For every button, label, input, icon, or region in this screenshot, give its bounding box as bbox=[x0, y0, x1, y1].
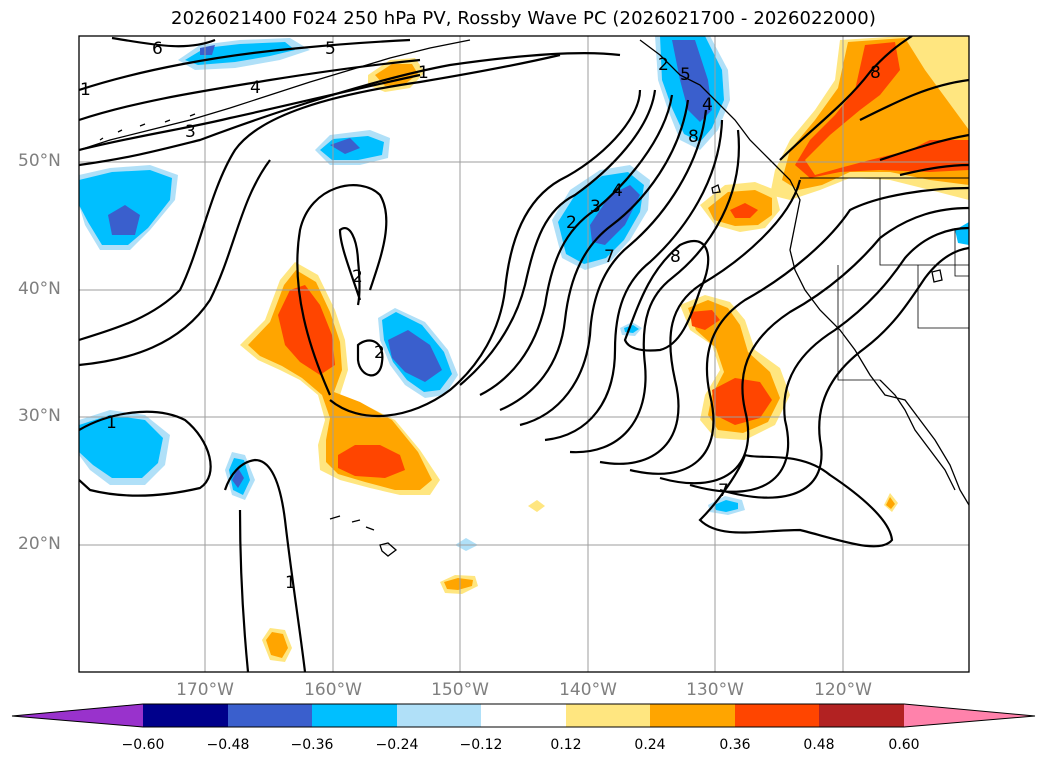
contour-label: 4 bbox=[612, 181, 623, 201]
lon-label: 130°W bbox=[686, 680, 744, 700]
coastlines bbox=[79, 39, 969, 557]
map-title: 2026021400 F024 250 hPa PV, Rossby Wave … bbox=[171, 8, 876, 29]
contour-label: 1 bbox=[418, 63, 429, 83]
lon-label: 120°W bbox=[814, 680, 872, 700]
contour-label: 2 bbox=[352, 267, 363, 287]
lat-label: 40°N bbox=[18, 279, 61, 299]
colorbar-segment bbox=[312, 704, 397, 727]
colorbar-segment bbox=[650, 704, 735, 727]
colorbar-tick-label: 0.48 bbox=[803, 737, 835, 753]
contour-label-group: 6 5 4 3 1 2 3 4 2 8 7 1 8 7 1 2 4 5 8 1 … bbox=[80, 39, 881, 593]
colorbar-segment bbox=[397, 704, 481, 727]
lon-label: 140°W bbox=[559, 680, 617, 700]
colorbar-segment bbox=[735, 704, 819, 727]
contour-label: 2 bbox=[374, 343, 385, 363]
contour-label: 1 bbox=[285, 573, 296, 593]
contour-label: 1 bbox=[80, 80, 91, 100]
colorbar-tick-label: 0.60 bbox=[888, 737, 920, 753]
contour-label: 8 bbox=[688, 127, 699, 147]
colorbar-extend-max bbox=[904, 704, 1035, 727]
lon-label: 150°W bbox=[431, 680, 489, 700]
colorbar-extend-min bbox=[12, 704, 143, 727]
contour-label: 1 bbox=[106, 413, 117, 433]
positive-anomaly-fills bbox=[240, 36, 969, 662]
colorbar-tick-label: 0.12 bbox=[550, 737, 582, 753]
lat-label: 50°N bbox=[18, 151, 61, 171]
pv-contours bbox=[79, 36, 969, 672]
colorbar-segment bbox=[143, 704, 228, 727]
lat-label: 30°N bbox=[18, 406, 61, 426]
lat-label: 20°N bbox=[18, 534, 61, 554]
colorbar-tick-label: −0.24 bbox=[375, 737, 419, 753]
lon-label: 160°W bbox=[304, 680, 362, 700]
contour-label: 2 bbox=[566, 213, 577, 233]
colorbar-outline bbox=[11, 703, 1036, 728]
colorbar-segment bbox=[566, 704, 650, 727]
colorbar-tick-label: −0.12 bbox=[459, 737, 503, 753]
colorbar-segment bbox=[819, 704, 904, 727]
contour-label: 5 bbox=[325, 39, 336, 59]
colorbar-segment bbox=[481, 704, 566, 727]
contour-label: 7 bbox=[718, 481, 729, 501]
contour-label: 8 bbox=[870, 63, 881, 83]
contour-label: 6 bbox=[152, 39, 163, 59]
contour-label: 3 bbox=[185, 122, 196, 142]
lon-label: 170°W bbox=[176, 680, 234, 700]
contour-label: 4 bbox=[702, 95, 713, 115]
colorbar-tick-label: −0.48 bbox=[206, 737, 250, 753]
contour-label: 2 bbox=[658, 55, 669, 75]
colorbar bbox=[11, 703, 1036, 728]
contour-label: 7 bbox=[604, 247, 615, 267]
map-frame bbox=[78, 35, 970, 673]
colorbar-tick-label: −0.36 bbox=[290, 737, 334, 753]
contour-label: 5 bbox=[680, 65, 691, 85]
contour-label: 4 bbox=[250, 78, 261, 98]
colorbar-segment bbox=[228, 704, 312, 727]
negative-anomaly-fills bbox=[79, 36, 969, 551]
contour-label: 3 bbox=[590, 197, 601, 217]
colorbar-tick-label: 0.36 bbox=[719, 737, 751, 753]
contour-label: 8 bbox=[670, 247, 681, 267]
colorbar-tick-label: −0.60 bbox=[121, 737, 165, 753]
colorbar-tick-label: 0.24 bbox=[634, 737, 666, 753]
